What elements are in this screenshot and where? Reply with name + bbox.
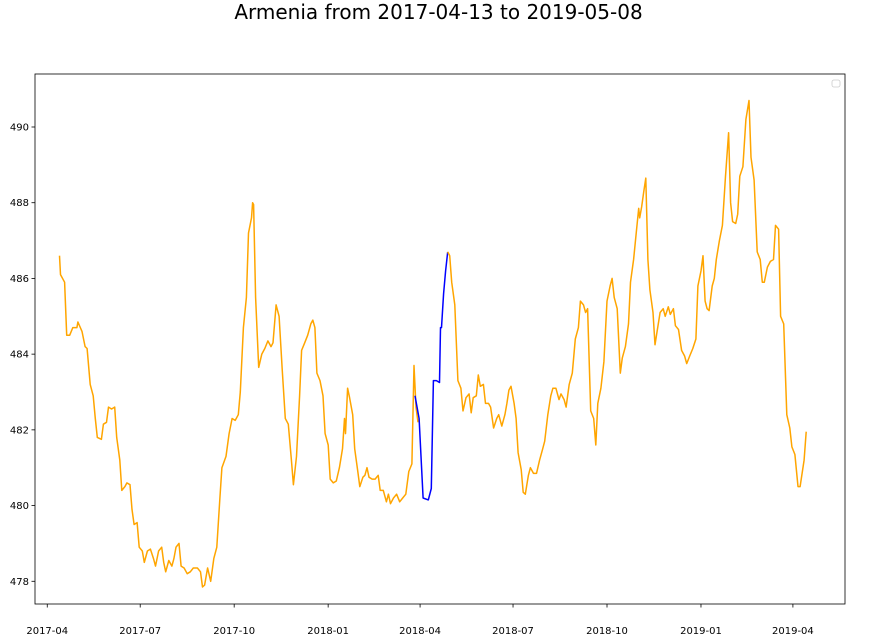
y-tick-label: 478 xyxy=(10,577,29,588)
x-tick-label: 2018-10 xyxy=(586,626,628,637)
x-tick-label: 2018-04 xyxy=(399,626,441,637)
y-tick-label: 488 xyxy=(10,198,29,209)
y-tick-label: 486 xyxy=(10,274,29,285)
chart-title: Armenia from 2017-04-13 to 2019-05-08 xyxy=(234,0,643,24)
legend-box xyxy=(831,79,841,88)
x-tick-label: 2019-01 xyxy=(680,626,722,637)
series-layer xyxy=(58,99,807,588)
x-tick-label: 2017-07 xyxy=(119,626,161,637)
x-tick-label: 2018-01 xyxy=(307,626,349,637)
x-tick-label: 2017-10 xyxy=(213,626,255,637)
series-line-2 xyxy=(414,251,449,501)
y-tick-label: 482 xyxy=(10,425,29,436)
series-line-1 xyxy=(58,201,419,588)
y-tick-label: 480 xyxy=(10,501,29,512)
x-tick-label: 2018-07 xyxy=(492,626,534,637)
x-tick-label: 2017-04 xyxy=(26,626,68,637)
series-line-3 xyxy=(447,99,807,495)
x-tick-label: 2019-04 xyxy=(772,626,814,637)
plot-frame xyxy=(34,73,846,605)
y-tick-label: 484 xyxy=(10,350,29,361)
y-tick-label: 490 xyxy=(10,123,29,134)
axes-layer: 478 480 482 484 486 488 490 2017-04 2017-07 2017-… xyxy=(10,123,814,638)
